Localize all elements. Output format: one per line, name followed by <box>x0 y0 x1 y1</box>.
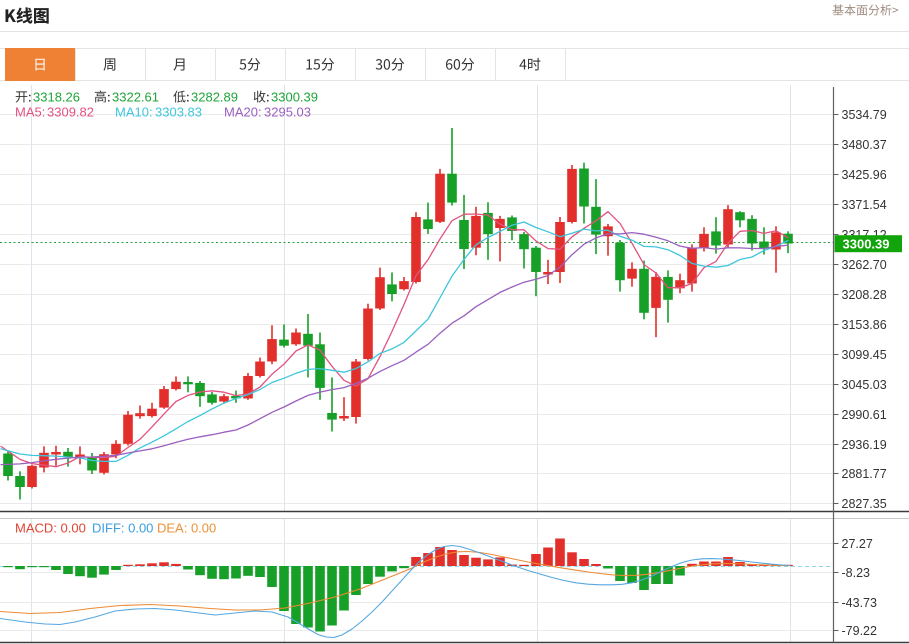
svg-text:3208.28: 3208.28 <box>842 288 887 302</box>
svg-text:3300.39: 3300.39 <box>843 237 890 252</box>
svg-text:3480.37: 3480.37 <box>842 138 887 152</box>
svg-text:3153.86: 3153.86 <box>842 318 887 332</box>
svg-text:3295.03: 3295.03 <box>264 105 311 120</box>
svg-text:-8.23: -8.23 <box>842 566 871 580</box>
svg-text:DIFF: 0.00: DIFF: 0.00 <box>92 521 153 536</box>
svg-text:3282.89: 3282.89 <box>191 90 238 105</box>
svg-text:2990.61: 2990.61 <box>842 408 887 422</box>
svg-text:3318.26: 3318.26 <box>33 90 80 105</box>
svg-text:3309.82: 3309.82 <box>47 105 94 120</box>
svg-text:DEA: 0.00: DEA: 0.00 <box>157 521 216 536</box>
svg-text:3303.83: 3303.83 <box>155 105 202 120</box>
svg-text:3322.61: 3322.61 <box>112 90 159 105</box>
svg-text:3300.39: 3300.39 <box>271 90 318 105</box>
svg-text:2881.77: 2881.77 <box>842 467 887 481</box>
svg-text:3045.03: 3045.03 <box>842 378 887 392</box>
svg-text:2936.19: 2936.19 <box>842 438 887 452</box>
svg-text:3099.45: 3099.45 <box>842 348 887 362</box>
svg-text:MACD: 0.00: MACD: 0.00 <box>15 521 86 536</box>
svg-text:27.27: 27.27 <box>842 537 873 551</box>
svg-text:2827.35: 2827.35 <box>842 497 887 511</box>
svg-text:3262.70: 3262.70 <box>842 258 887 272</box>
svg-text:-79.22: -79.22 <box>842 624 877 638</box>
svg-text:3534.79: 3534.79 <box>842 108 887 122</box>
svg-text:MA5:: MA5: <box>15 105 45 120</box>
svg-text:MA10:: MA10: <box>115 105 153 120</box>
svg-text:-43.73: -43.73 <box>842 596 877 610</box>
svg-text:MA20:: MA20: <box>224 105 262 120</box>
svg-text:3371.54: 3371.54 <box>842 198 887 212</box>
svg-text:3425.96: 3425.96 <box>842 168 887 182</box>
